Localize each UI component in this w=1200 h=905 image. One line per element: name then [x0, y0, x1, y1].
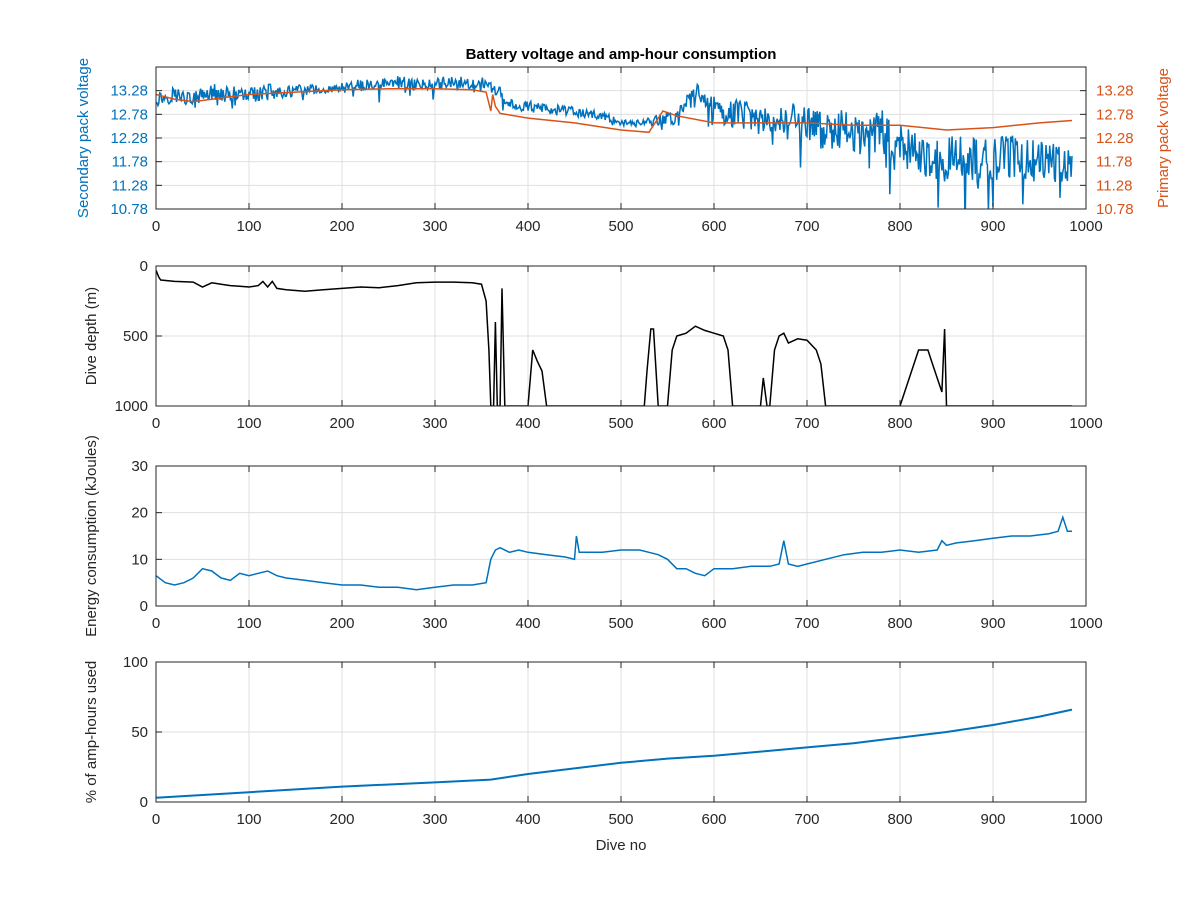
x-tick-label: 900 — [980, 615, 1005, 632]
x-tick-label: 800 — [887, 615, 912, 632]
x-tick-label: 100 — [236, 218, 261, 235]
x-tick-label: 0 — [152, 615, 160, 632]
x-tick-label: 700 — [794, 811, 819, 828]
y-axis-label: Dive depth (m) — [83, 287, 100, 385]
y-axis-label: % of amp-hours used — [83, 661, 100, 804]
x-tick-label: 400 — [515, 811, 540, 828]
series-line-1 — [156, 76, 1073, 209]
chart-title: Battery voltage and amp-hour consumption — [466, 46, 777, 63]
y-tick-label-right: 12.78 — [1096, 106, 1134, 123]
y-tick-label: 11.28 — [112, 177, 148, 194]
x-tick-label: 0 — [152, 218, 160, 235]
y-tick-label: 0 — [140, 794, 148, 811]
x-tick-label: 200 — [329, 218, 354, 235]
series-line-1 — [156, 708, 1073, 799]
x-tick-label: 800 — [887, 218, 912, 235]
y-tick-label: 12.28 — [110, 130, 148, 147]
y-tick-label: 12.78 — [110, 106, 148, 123]
series-line-1 — [156, 269, 1072, 406]
y-tick-label: 30 — [131, 458, 148, 475]
x-tick-label: 500 — [608, 615, 633, 632]
y-tick-label: 500 — [123, 328, 148, 345]
x-tick-label: 300 — [422, 811, 447, 828]
x-tick-label: 200 — [329, 615, 354, 632]
y-tick-label: 10.78 — [110, 201, 148, 218]
x-tick-label: 1000 — [1069, 415, 1102, 432]
x-tick-label: 300 — [422, 615, 447, 632]
x-tick-label: 600 — [701, 415, 726, 432]
x-tick-label: 400 — [515, 218, 540, 235]
x-tick-label: 800 — [887, 811, 912, 828]
series-line-2 — [156, 88, 1073, 134]
y-tick-label-right: 11.28 — [1096, 177, 1132, 194]
y-tick-label: 1000 — [115, 398, 148, 415]
x-axis-label: Dive no — [596, 837, 647, 854]
x-tick-label: 100 — [236, 615, 261, 632]
y-tick-label: 20 — [131, 505, 148, 522]
x-tick-label: 600 — [701, 811, 726, 828]
x-tick-label: 1000 — [1069, 218, 1102, 235]
y-tick-label-right: 10.78 — [1096, 201, 1134, 218]
x-tick-label: 500 — [608, 218, 633, 235]
x-tick-label: 600 — [701, 615, 726, 632]
y-tick-label: 10 — [131, 551, 148, 568]
x-tick-label: 400 — [515, 615, 540, 632]
x-tick-label: 0 — [152, 811, 160, 828]
y-axis-label: Energy consumption (kJoules) — [83, 435, 100, 637]
x-tick-label: 900 — [980, 811, 1005, 828]
x-tick-label: 100 — [236, 415, 261, 432]
subplot-1: 0 100 200 300 400 500 600 700 800 900 100010.7811.… — [75, 46, 1172, 235]
y-axis-label-right: Primary pack voltage — [1155, 68, 1172, 208]
subplot-2: 0 100 200 300 400 500 600 700 800 900 100005001000… — [83, 258, 1103, 432]
x-tick-label: 200 — [329, 415, 354, 432]
x-tick-label: 500 — [608, 415, 633, 432]
y-tick-label-right: 11.78 — [1096, 154, 1132, 171]
y-tick-label: 13.28 — [110, 83, 148, 100]
y-tick-label: 0 — [140, 598, 148, 615]
x-tick-label: 900 — [980, 218, 1005, 235]
y-tick-label: 100 — [123, 654, 148, 671]
y-tick-label: 11.78 — [112, 154, 148, 171]
x-tick-label: 700 — [794, 218, 819, 235]
x-tick-label: 900 — [980, 415, 1005, 432]
y-axis-label: Secondary pack voltage — [75, 58, 92, 218]
subplot-3: 0 100 200 300 400 500 600 700 800 900 1000 0 10 20 30 E… — [83, 435, 1103, 637]
y-tick-label-right: 12.28 — [1096, 130, 1134, 147]
x-tick-label: 700 — [794, 615, 819, 632]
x-tick-label: 400 — [515, 415, 540, 432]
subplot-4: 0 100 200 300 400 500 600 700 800 900 1000 0 50 100 % … — [83, 654, 1103, 854]
x-tick-label: 800 — [887, 415, 912, 432]
y-tick-label-right: 13.28 — [1096, 83, 1134, 100]
series-line-1 — [156, 514, 1072, 591]
x-tick-label: 0 — [152, 415, 160, 432]
x-tick-label: 500 — [608, 811, 633, 828]
x-tick-label: 600 — [701, 218, 726, 235]
x-tick-label: 100 — [236, 811, 261, 828]
x-tick-label: 300 — [422, 415, 447, 432]
y-tick-label: 50 — [131, 724, 148, 741]
x-tick-label: 1000 — [1069, 811, 1102, 828]
x-tick-label: 200 — [329, 811, 354, 828]
x-tick-label: 300 — [422, 218, 447, 235]
x-tick-label: 1000 — [1069, 615, 1102, 632]
x-tick-label: 700 — [794, 415, 819, 432]
y-tick-label: 0 — [140, 258, 148, 275]
